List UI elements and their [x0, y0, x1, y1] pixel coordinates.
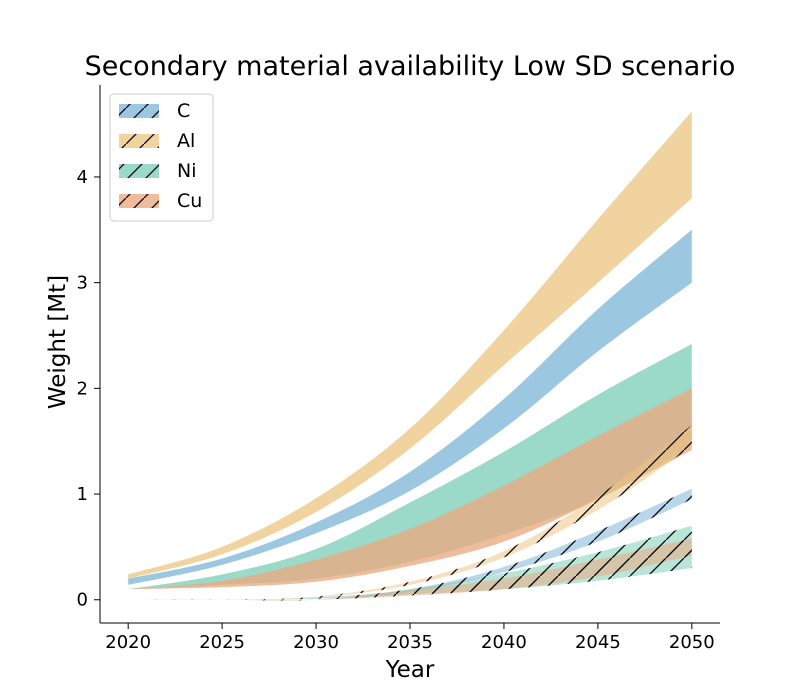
x-tick-label: 2040	[481, 632, 527, 653]
y-tick-label: 4	[77, 167, 88, 188]
x-tick-label: 2045	[575, 632, 621, 653]
y-tick-label: 1	[77, 484, 88, 505]
legend-frame	[109, 93, 214, 222]
legend-swatch-hatch-cu	[119, 194, 159, 208]
axes: 2020 2025 2030 2035 2040 2045 2050 0 1 2 3 4	[77, 85, 720, 653]
legend-label-ni: Ni	[177, 160, 197, 182]
x-tick-label: 2035	[387, 632, 433, 653]
legend-entry-cu: Cu	[119, 190, 202, 212]
legend-label-cu: Cu	[177, 190, 202, 212]
legend-label-al: Al	[177, 130, 195, 152]
x-tick-label: 2025	[199, 632, 245, 653]
x-tick-label: 2020	[105, 632, 151, 653]
chart-title: Secondary material availability Low SD s…	[85, 51, 736, 82]
x-axis-title: Year	[385, 657, 435, 683]
y-tick-label: 3	[77, 273, 88, 294]
x-tick-label: 2030	[293, 632, 339, 653]
legend-swatch-hatch-ni	[119, 164, 159, 178]
y-tick-label: 2	[77, 378, 88, 399]
band-cu	[128, 388, 692, 590]
legend-label-c: C	[177, 100, 190, 122]
hatched-band-al	[128, 425, 692, 600]
legend: C Al Ni Cu	[109, 93, 214, 222]
hatched-band-cu	[128, 538, 692, 601]
y-axis-title: Weight [Mt]	[45, 275, 71, 409]
legend-entry-c: C	[119, 100, 190, 122]
y-tick-label: 0	[77, 590, 88, 611]
plot-area	[128, 111, 692, 601]
x-tick-label: 2050	[669, 632, 715, 653]
legend-swatch-hatch-c	[119, 104, 159, 118]
legend-entry-al: Al	[119, 130, 195, 152]
legend-swatch-hatch-al	[119, 134, 159, 148]
legend-entry-ni: Ni	[119, 160, 197, 182]
hatched-band-c	[128, 488, 692, 600]
